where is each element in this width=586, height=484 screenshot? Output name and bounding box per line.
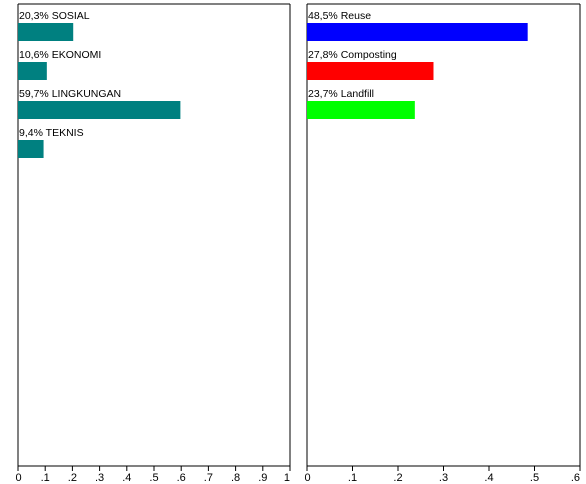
bar xyxy=(18,101,181,119)
bar-label: 20,3% SOSIAL xyxy=(19,10,90,22)
bar xyxy=(307,101,415,119)
bar-label: 23,7% Landfill xyxy=(308,88,374,100)
x-tick-label: .9 xyxy=(258,472,267,484)
x-tick-label: .2 xyxy=(68,472,77,484)
bar-label: 48,5% Reuse xyxy=(308,10,371,22)
bar xyxy=(18,140,44,158)
bar-label: 10,6% EKONOMI xyxy=(19,49,101,61)
x-tick-label: .8 xyxy=(231,472,240,484)
x-tick-label: 0 xyxy=(304,472,310,484)
bar-label: 9,4% TEKNIS xyxy=(19,127,84,139)
left-chart-panel: 20,3% SOSIAL 10,6% EKONOMI 59,7% LINGKUNGA… xyxy=(15,3,291,484)
x-tick-label: .6 xyxy=(177,472,186,484)
x-tick-label: 1 xyxy=(284,472,290,484)
x-tick-label: .3 xyxy=(439,472,448,484)
bar-label: 27,8% Composting xyxy=(308,49,397,61)
bar xyxy=(18,62,47,80)
x-tick-label: .1 xyxy=(41,472,50,484)
bar xyxy=(307,62,434,80)
x-tick-label: .7 xyxy=(204,472,213,484)
x-tick-label: .3 xyxy=(95,472,104,484)
x-tick-label: .4 xyxy=(122,472,131,484)
x-tick-label: .2 xyxy=(393,472,402,484)
bar xyxy=(307,23,528,41)
x-tick-label: 0 xyxy=(15,472,21,484)
x-tick-label: .5 xyxy=(530,472,539,484)
bar xyxy=(18,23,74,41)
right-chart-panel: 48,5% Reuse 27,8% Composting 23,7% Landfil… xyxy=(304,3,581,484)
bar-label: 59,7% LINGKUNGAN xyxy=(19,88,121,100)
x-tick-label: .6 xyxy=(571,472,580,484)
x-tick-label: .4 xyxy=(484,472,493,484)
x-tick-label: .5 xyxy=(149,472,158,484)
x-tick-label: .1 xyxy=(348,472,357,484)
